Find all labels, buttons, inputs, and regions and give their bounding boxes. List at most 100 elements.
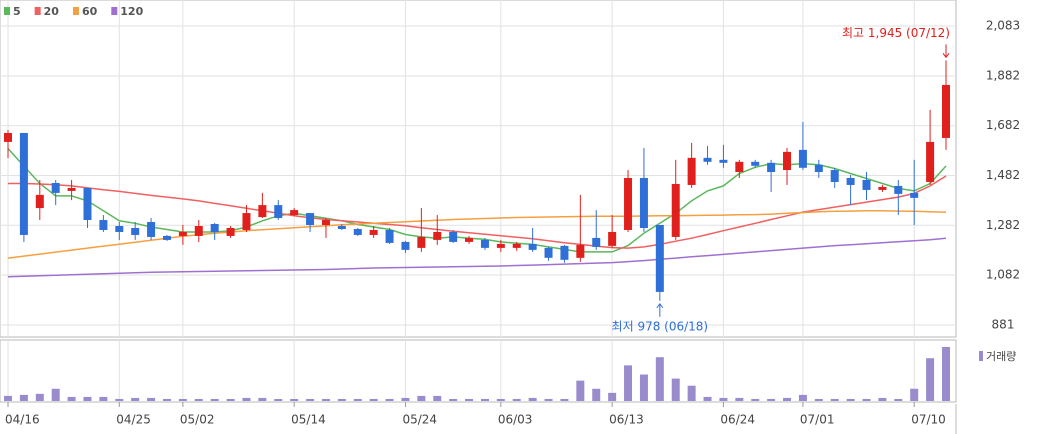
candle-body (751, 161, 760, 166)
volume-bar (655, 357, 664, 401)
legend-label: 20 (44, 5, 60, 18)
candle-body (878, 186, 887, 190)
candle-body (337, 225, 346, 229)
grid (0, 0, 956, 402)
candle-body (290, 210, 299, 216)
volume-bar (4, 395, 12, 401)
volume-bar (544, 398, 553, 401)
volume-bar (242, 397, 251, 401)
volume-bar (910, 388, 919, 401)
candle-body (385, 229, 394, 243)
volume-bar (735, 397, 744, 401)
candle-body (560, 245, 569, 260)
candle-body (735, 161, 744, 173)
volume-bar (830, 398, 839, 401)
candle-body (576, 244, 585, 258)
volume-bar (783, 397, 792, 401)
legend-label: 60 (82, 5, 98, 18)
candle-body (703, 157, 712, 162)
candle-body (767, 162, 776, 173)
legend-label: 5 (13, 5, 21, 18)
volume-bar (51, 388, 60, 401)
candle-body (544, 247, 553, 258)
candle-body (226, 227, 235, 236)
volume-bar (147, 397, 156, 401)
volume-bar (465, 398, 474, 401)
volume-bar (671, 378, 680, 401)
ma-line (8, 175, 947, 249)
y-tick-label: 1,282 (986, 218, 1020, 232)
volume-bar (560, 398, 569, 401)
volume-bar (846, 398, 855, 401)
candle-body (942, 84, 950, 138)
volume-bar (19, 394, 28, 401)
volume-bar (274, 398, 283, 401)
candle-body (814, 164, 823, 173)
volume-bar (194, 398, 203, 401)
candle-body (655, 225, 664, 292)
volume-bar (814, 398, 823, 401)
x-tick-label: 07/10 (911, 413, 946, 427)
volume-bar (480, 398, 489, 401)
y-tick-label: 1,082 (986, 268, 1020, 282)
volume-bar (162, 398, 171, 401)
volume-bar (115, 398, 124, 401)
volume-bar (401, 397, 410, 401)
candle-body (910, 192, 919, 198)
candle-body (512, 243, 521, 248)
low-annotation: 최저 978 (06/18) (612, 319, 709, 333)
low-arrow (656, 303, 664, 317)
x-tick-label: 04/16 (5, 413, 40, 427)
volume-bar (433, 395, 442, 401)
legend-swatch (34, 7, 41, 15)
volume-bar (99, 396, 108, 401)
volume-bar (767, 398, 776, 401)
candle-body (846, 177, 855, 185)
volume-bar (719, 397, 728, 401)
volume-bar (35, 393, 44, 401)
volume-bar (290, 398, 299, 401)
candle-body (687, 157, 696, 185)
candle-body (433, 231, 442, 240)
volume-bar (321, 398, 330, 401)
candle-body (35, 194, 44, 209)
volume-bar (83, 396, 92, 401)
candle-body (449, 231, 458, 242)
volume-bar (369, 398, 378, 401)
candle-body (83, 187, 92, 221)
x-tick-label: 07/01 (800, 413, 835, 427)
volume-bar (512, 398, 521, 401)
x-tick-label: 04/25 (116, 413, 151, 427)
candle-body (131, 227, 140, 235)
volume-bar (449, 398, 458, 401)
volume-bar (624, 365, 633, 401)
volume-bar (131, 397, 140, 401)
candle-body (862, 179, 871, 190)
legend-swatch (111, 7, 118, 15)
candle-body (242, 213, 251, 230)
candle-body (894, 185, 903, 194)
volume-bar (306, 398, 315, 401)
candle-body (528, 243, 537, 250)
candle-body (639, 177, 648, 228)
x-tick-label: 06/03 (498, 413, 533, 427)
candle-body (369, 229, 378, 235)
candle-body (592, 237, 601, 247)
x-tick-label: 05/14 (291, 413, 326, 427)
candle-body (115, 225, 124, 232)
volume-bar (417, 395, 426, 401)
volume-bar (862, 398, 871, 401)
candle-body (671, 183, 680, 237)
candle-body (465, 237, 474, 242)
y-tick-label: 1,482 (986, 168, 1020, 182)
x-tick-label: 06/13 (609, 413, 644, 427)
volume-bar (178, 398, 187, 401)
candle-body (496, 243, 505, 248)
volume-bar (894, 398, 903, 401)
candle-body (178, 231, 187, 236)
candle-body (798, 149, 807, 168)
candle-body (274, 205, 283, 219)
volume-bar (353, 398, 362, 401)
